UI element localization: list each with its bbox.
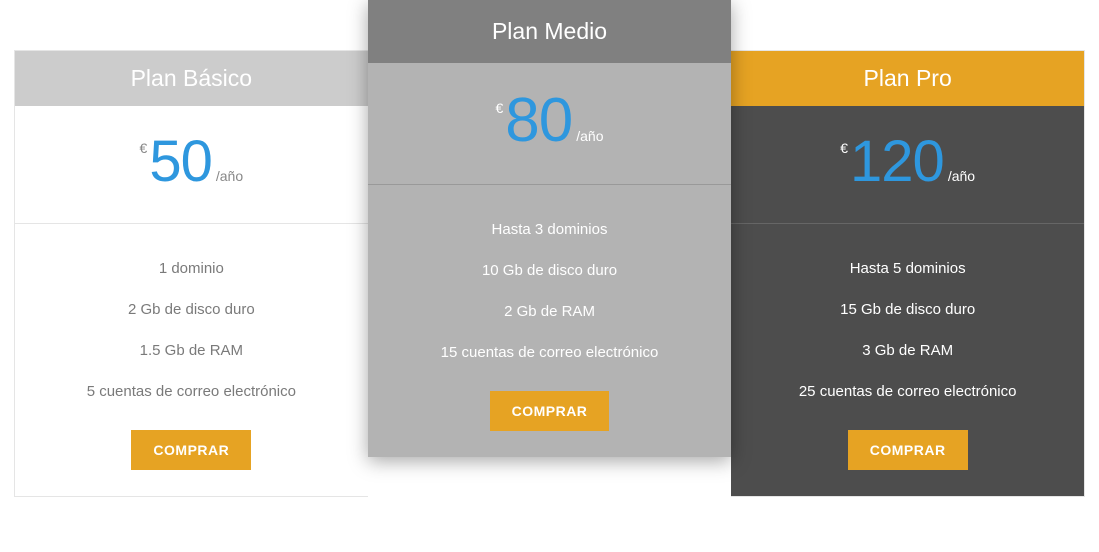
price-period: /año (948, 168, 975, 184)
plan-title: Plan Básico (15, 51, 368, 106)
buy-button-medio[interactable]: COMPRAR (490, 391, 610, 431)
feature-list: Hasta 3 dominios 10 Gb de disco duro 2 G… (368, 185, 732, 383)
plan-card-pro: Plan Pro € 120 /año Hasta 5 dominios 15 … (731, 50, 1085, 497)
plan-card-medio: Plan Medio € 80 /año Hasta 3 dominios 10… (368, 0, 732, 457)
price-amount: 80 (505, 85, 572, 156)
price-period: /año (216, 168, 243, 184)
buy-button-basic[interactable]: COMPRAR (131, 430, 251, 470)
feature-list: Hasta 5 dominios 15 Gb de disco duro 3 G… (731, 224, 1084, 422)
feature-item: Hasta 3 dominios (378, 209, 722, 250)
feature-item: 1.5 Gb de RAM (25, 330, 358, 371)
currency-symbol: € (495, 100, 503, 116)
plan-title: Plan Pro (731, 51, 1084, 106)
currency-symbol: € (840, 140, 848, 156)
feature-item: 15 Gb de disco duro (741, 289, 1074, 330)
price-block: € 120 /año (731, 106, 1084, 224)
feature-item: 15 cuentas de correo electrónico (378, 332, 722, 373)
plan-card-basic: Plan Básico € 50 /año 1 dominio 2 Gb de … (14, 50, 368, 497)
buy-button-pro[interactable]: COMPRAR (848, 430, 968, 470)
currency-symbol: € (140, 140, 148, 156)
feature-item: 2 Gb de RAM (378, 291, 722, 332)
feature-item: 1 dominio (25, 248, 358, 289)
feature-item: 25 cuentas de correo electrónico (741, 371, 1074, 412)
feature-item: 5 cuentas de correo electrónico (25, 371, 358, 412)
price-block: € 80 /año (368, 63, 732, 185)
feature-item: 10 Gb de disco duro (378, 250, 722, 291)
feature-item: 3 Gb de RAM (741, 330, 1074, 371)
price-amount: 120 (850, 128, 944, 195)
feature-list: 1 dominio 2 Gb de disco duro 1.5 Gb de R… (15, 224, 368, 422)
plan-title: Plan Medio (368, 0, 732, 63)
pricing-table: Plan Básico € 50 /año 1 dominio 2 Gb de … (0, 0, 1099, 497)
price-period: /año (576, 128, 603, 144)
feature-item: Hasta 5 dominios (741, 248, 1074, 289)
price-amount: 50 (149, 128, 212, 195)
price-block: € 50 /año (15, 106, 368, 224)
feature-item: 2 Gb de disco duro (25, 289, 358, 330)
